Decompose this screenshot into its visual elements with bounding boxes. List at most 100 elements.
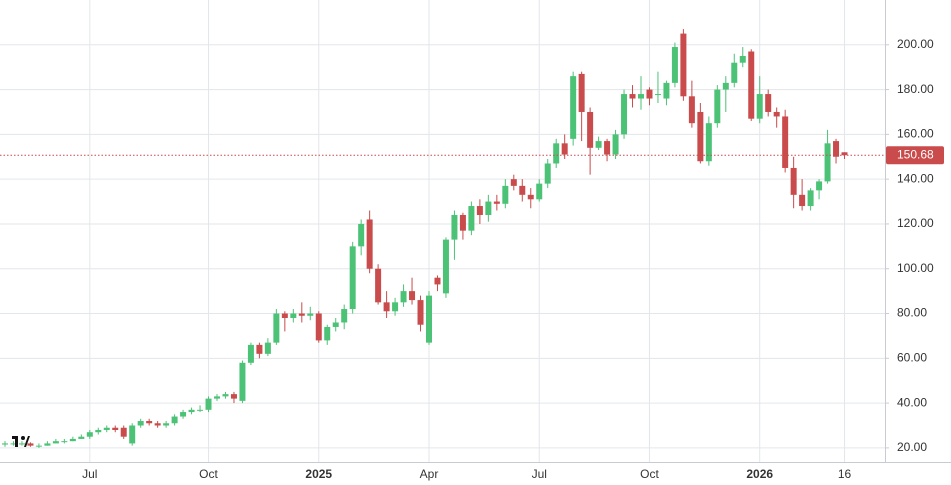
candle-body (426, 295, 432, 343)
candle-body (578, 73, 585, 112)
candle-body (680, 33, 687, 97)
y-tick-label: 180.00 (897, 82, 934, 96)
candle-body (417, 300, 424, 325)
candle-body (69, 438, 76, 442)
candle-body (78, 436, 85, 439)
candle-body (502, 185, 509, 204)
candle-body (163, 423, 170, 426)
candle-body (171, 416, 178, 424)
candle-body (112, 427, 119, 430)
x-tick-label: Apr (420, 467, 439, 481)
x-tick-label: Jul (82, 467, 97, 481)
x-tick-label: Oct (640, 467, 659, 481)
candle-body (536, 183, 543, 200)
candle-body (188, 409, 195, 413)
candle-body (519, 185, 526, 195)
candle-body (451, 214, 458, 240)
last-price-label: 150.68 (897, 147, 934, 161)
y-tick-label: 140.00 (897, 171, 934, 185)
candle-body (663, 82, 670, 99)
candle-body (612, 134, 619, 155)
candle-body (205, 398, 212, 410)
y-tick-label: 40.00 (897, 395, 927, 409)
candle-body (468, 206, 475, 231)
candle-body (705, 123, 712, 162)
candle-body (180, 412, 187, 417)
candle-body (247, 344, 254, 363)
candle-body (332, 322, 339, 327)
candle-body (570, 76, 577, 139)
y-tick-label: 120.00 (897, 216, 934, 230)
candle-body (27, 443, 34, 446)
candle-body (230, 394, 237, 399)
candle-body (841, 152, 848, 156)
candle-body (307, 313, 314, 316)
logo-part (24, 436, 30, 447)
candle-body (638, 94, 644, 99)
candle-body (392, 302, 399, 312)
candle-body (697, 111, 704, 162)
candle-body (527, 194, 534, 200)
candle-body (493, 201, 500, 204)
candle-body (714, 89, 721, 124)
candle-body (10, 443, 17, 445)
candle-body (95, 429, 102, 433)
x-tick-label: Jul (532, 467, 547, 481)
candle-body (222, 394, 229, 397)
candle-body (773, 111, 780, 117)
logo-part (21, 436, 25, 440)
candle-body (214, 396, 220, 399)
candle-body (824, 143, 831, 182)
candle-body (2, 443, 8, 445)
y-tick-label: 160.00 (897, 127, 934, 141)
logo-part (15, 436, 18, 447)
candle-body (790, 167, 797, 195)
candle-body (400, 291, 407, 303)
candle-body (341, 309, 348, 323)
candle-body (137, 421, 144, 426)
candle-body (688, 96, 695, 124)
candle-body (731, 62, 738, 83)
candle-body (35, 445, 42, 447)
y-tick-label: 60.00 (897, 350, 927, 364)
candle-body (476, 206, 483, 215)
logo (12, 436, 30, 447)
y-tick-label: 200.00 (897, 37, 934, 51)
candle-body (722, 82, 729, 90)
candle-body (807, 190, 814, 207)
candle-body (654, 94, 661, 96)
candle-body (256, 344, 263, 354)
candle-body (197, 409, 204, 411)
candle-body (544, 163, 551, 184)
candle-body (120, 427, 127, 437)
candle-body (748, 51, 755, 119)
candle-body (671, 47, 678, 83)
candle-body (154, 423, 161, 426)
candle-body (765, 94, 772, 112)
candle-body (553, 143, 560, 164)
candle-body (604, 141, 611, 155)
x-tick-label: Oct (199, 467, 218, 481)
candle-body (833, 141, 840, 157)
grid (0, 0, 885, 462)
candle-body (290, 313, 297, 319)
candle-body (129, 425, 136, 444)
candle-body (459, 214, 466, 231)
y-tick-label: 20.00 (897, 440, 927, 454)
candle-body (485, 201, 492, 215)
candle-body (61, 441, 68, 443)
y-tick-label: 100.00 (897, 261, 934, 275)
candle-body (646, 89, 653, 99)
candle-body (44, 443, 51, 446)
candle-body (52, 441, 59, 444)
candle-body (561, 143, 568, 155)
candle-body (739, 55, 746, 63)
x-tick-label: 2026 (746, 467, 773, 481)
candle-body (799, 194, 806, 207)
candle-body (86, 432, 93, 437)
candle-body (816, 181, 823, 191)
candle-body (434, 277, 441, 285)
candle-body (239, 362, 246, 401)
candle-body (409, 291, 416, 301)
